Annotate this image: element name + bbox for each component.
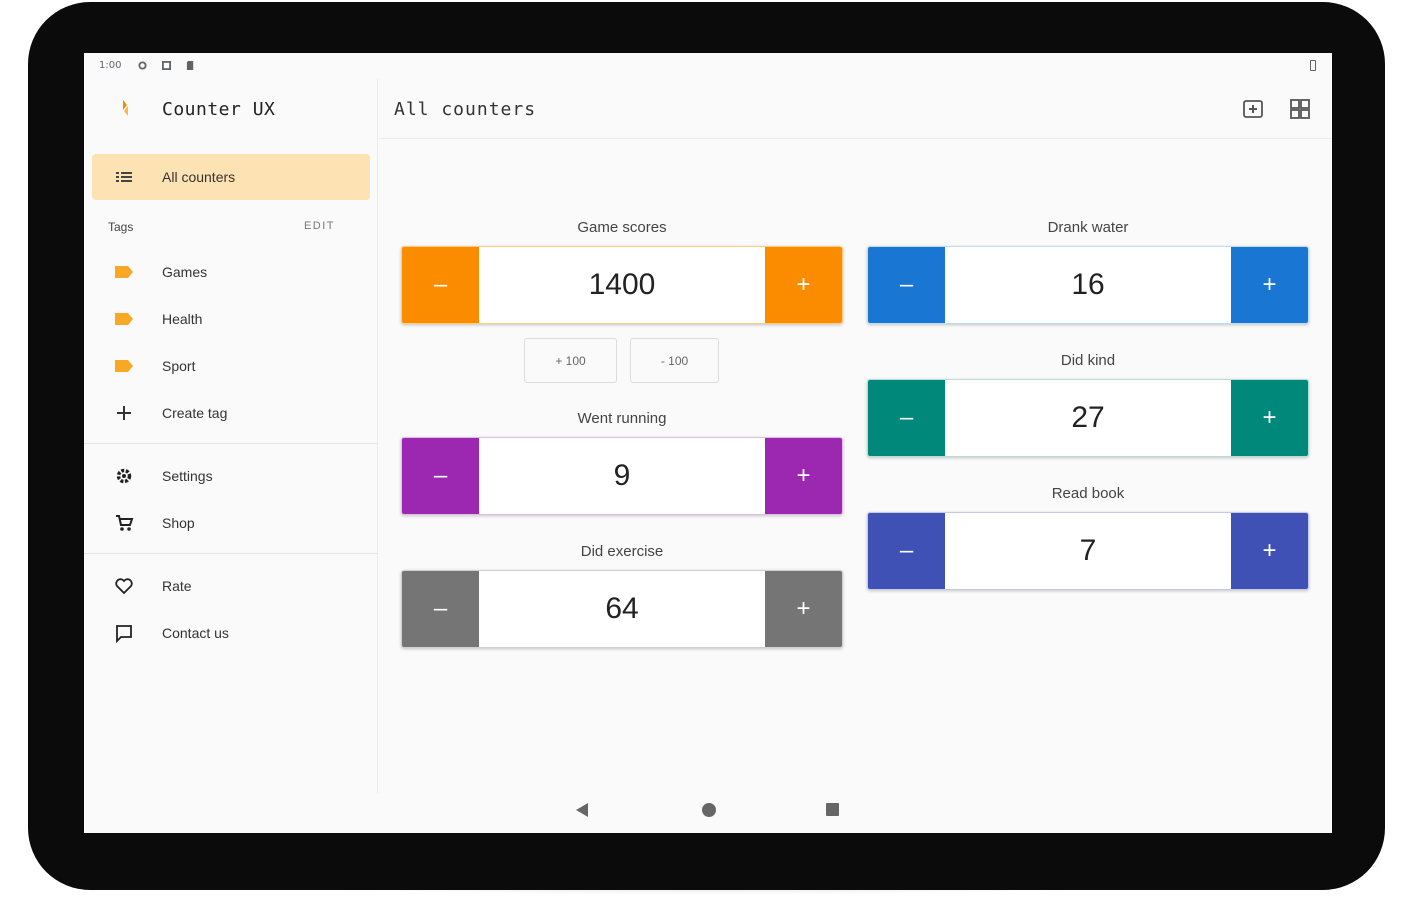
counter-control: – 64 +	[401, 570, 843, 648]
decrement-button[interactable]: –	[402, 247, 479, 323]
counter-name: Game scores	[577, 219, 667, 236]
grid-view-icon[interactable]	[1288, 97, 1312, 121]
counter-value[interactable]: 7	[1079, 534, 1097, 567]
increment-button[interactable]: +	[765, 247, 842, 323]
nav-label-create-tag: Create tag	[162, 405, 228, 421]
decrement-button[interactable]: –	[868, 247, 945, 323]
nav-label-sport: Sport	[162, 358, 196, 374]
decrement-button[interactable]: –	[868, 513, 945, 589]
decrement-button[interactable]: –	[868, 380, 945, 456]
nav-item-shop[interactable]: Shop	[92, 500, 370, 546]
nav-item-settings[interactable]: Settings	[92, 453, 370, 499]
counter-control: – 16 +	[867, 246, 1309, 324]
status-time: 1:00	[99, 60, 122, 71]
cart-icon	[114, 513, 134, 533]
tags-edit-button[interactable]: EDIT	[303, 220, 335, 232]
increment-button[interactable]: +	[1231, 380, 1308, 456]
nav-label-settings: Settings	[162, 468, 213, 484]
gear-icon	[114, 466, 134, 486]
heart-icon	[114, 576, 134, 596]
add-counter-icon[interactable]	[1241, 97, 1265, 121]
decrement-button[interactable]: –	[402, 571, 479, 647]
tag-icon	[114, 356, 134, 376]
list-icon	[114, 167, 134, 187]
minus-100-button[interactable]: - 100	[630, 338, 719, 383]
app-header: Counter UX	[84, 79, 378, 139]
home-icon[interactable]	[702, 803, 716, 817]
increment-button[interactable]: +	[1231, 513, 1308, 589]
counter-control: – 9 +	[401, 437, 843, 515]
counter-value[interactable]: 9	[613, 459, 631, 492]
counter-name: Read book	[1051, 485, 1125, 502]
increment-button[interactable]: +	[765, 571, 842, 647]
notification-status-icon	[162, 61, 171, 70]
device-screen: 1:00 Counter UX All counters Tags EDIT G…	[84, 53, 1332, 833]
counter-control: – 27 +	[867, 379, 1309, 457]
nav-item-tag-games[interactable]: Games	[92, 249, 370, 295]
main-content: All counters Game scores – 1400 + + 100 …	[379, 79, 1332, 793]
app-logo-icon	[123, 100, 128, 116]
battery-icon	[1310, 60, 1316, 71]
drawer-divider	[84, 553, 378, 554]
settings-status-icon	[138, 61, 147, 70]
counter-name: Did exercise	[580, 543, 664, 560]
back-icon[interactable]	[576, 803, 588, 817]
nav-item-tag-health[interactable]: Health	[92, 296, 370, 342]
nav-item-all-counters[interactable]: All counters	[92, 154, 370, 200]
counter-control: – 1400 +	[401, 246, 843, 324]
page-title: All counters	[394, 99, 537, 120]
recents-icon[interactable]	[826, 803, 839, 816]
system-navigation-bar	[84, 793, 1332, 833]
nav-item-contact[interactable]: Contact us	[92, 610, 370, 656]
plus-100-button[interactable]: + 100	[524, 338, 617, 383]
top-app-bar: All counters	[379, 79, 1332, 139]
increment-button[interactable]: +	[1231, 247, 1308, 323]
counter-value[interactable]: 16	[1071, 268, 1105, 301]
counter-value[interactable]: 1400	[588, 268, 656, 301]
increment-button[interactable]: +	[765, 438, 842, 514]
drawer-divider	[84, 443, 378, 444]
nav-item-create-tag[interactable]: Create tag	[92, 390, 370, 436]
plus-icon	[114, 403, 134, 423]
nav-label-shop: Shop	[162, 515, 195, 531]
decrement-button[interactable]: –	[402, 438, 479, 514]
nav-label-games: Games	[162, 264, 208, 280]
tags-header: Tags	[108, 220, 134, 234]
nav-label-rate: Rate	[162, 578, 192, 594]
nav-label-contact: Contact us	[162, 625, 229, 641]
counter-name: Did kind	[1060, 352, 1116, 369]
nav-label-health: Health	[162, 311, 203, 327]
counter-name: Drank water	[1047, 219, 1129, 236]
nav-label-all-counters: All counters	[162, 169, 236, 185]
tag-icon	[114, 309, 134, 329]
tag-icon	[114, 262, 134, 282]
status-bar: 1:00	[84, 53, 1332, 79]
counter-value[interactable]: 27	[1071, 401, 1105, 434]
navigation-drawer: Counter UX All counters Tags EDIT Games …	[84, 79, 378, 793]
counter-value[interactable]: 64	[605, 592, 639, 625]
counter-control: – 7 +	[867, 512, 1309, 590]
nav-item-tag-sport[interactable]: Sport	[92, 343, 370, 389]
nav-item-rate[interactable]: Rate	[92, 563, 370, 609]
app-title: Counter UX	[162, 99, 276, 120]
sd-card-status-icon	[186, 61, 194, 70]
counter-name: Went running	[577, 410, 667, 427]
chat-bubble-icon	[114, 623, 134, 643]
